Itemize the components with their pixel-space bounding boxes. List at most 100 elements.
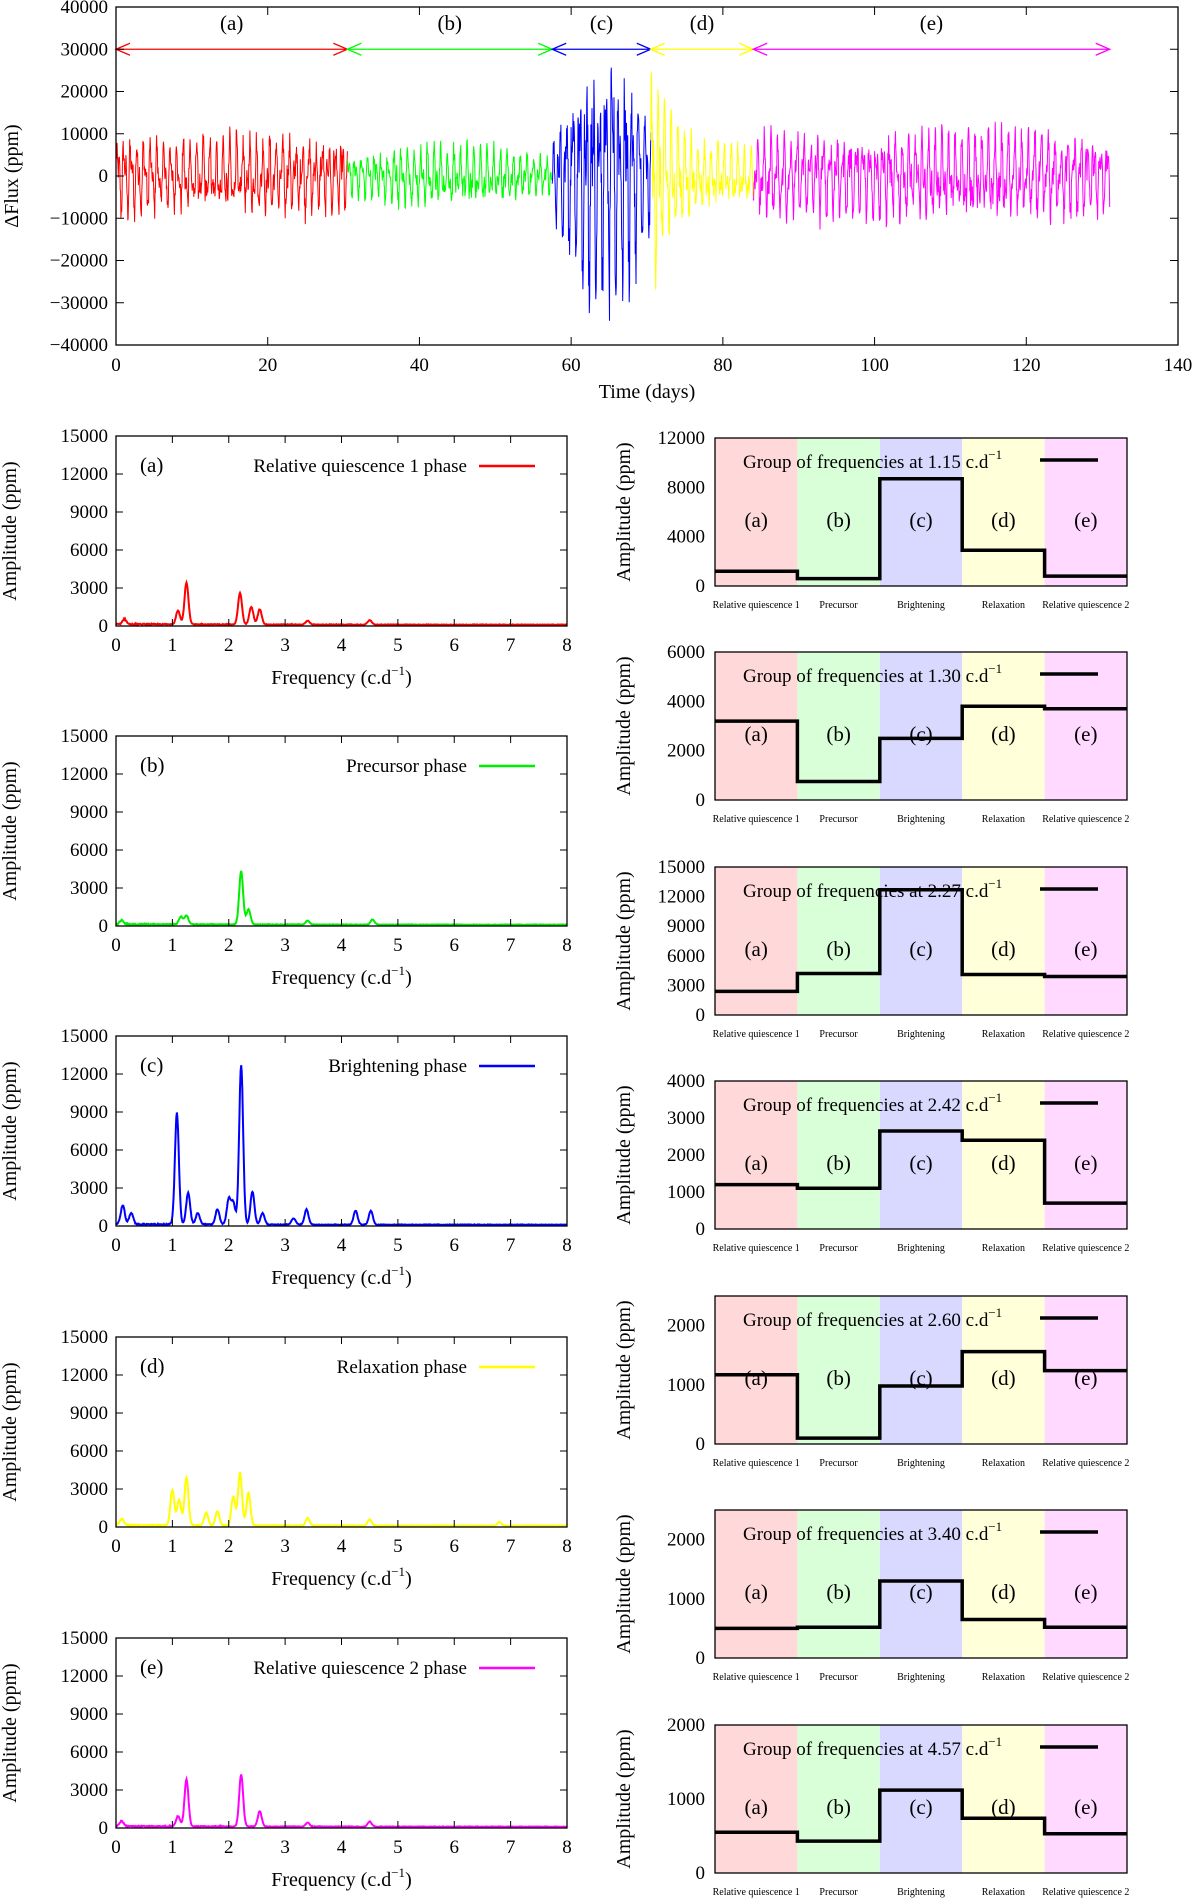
- phase-label: (c): [909, 937, 932, 961]
- phase-category-label: Brightening: [897, 814, 945, 825]
- y-tick-label: 2000: [667, 1715, 705, 1736]
- phase-band: [715, 1081, 798, 1229]
- x-tick-label: 6: [450, 1235, 460, 1256]
- x-tick-label: 3: [280, 635, 290, 656]
- phase-band: [879, 1081, 963, 1229]
- x-tick-label: 5: [393, 935, 403, 956]
- x-tick-label: 0: [111, 935, 121, 956]
- legend-label-main: Group of frequencies at 1.15 c.d: [743, 452, 989, 473]
- legend-label-main: Group of frequencies at 2.60 c.d: [743, 1310, 989, 1331]
- phase-category-label: Brightening: [897, 1029, 945, 1040]
- y-axis-label: Amplitude (ppm): [0, 1663, 21, 1802]
- phase-label: (c): [590, 11, 613, 35]
- y-tick-label: 0: [696, 1648, 706, 1669]
- step-line: [715, 1788, 1127, 1843]
- phase-band: [879, 1510, 963, 1658]
- x-tick-label: 40: [410, 355, 429, 376]
- phase-band: [797, 652, 880, 800]
- phase-label: (b): [826, 1580, 851, 1604]
- phase-label: (b): [826, 1151, 851, 1175]
- y-axis-label: Amplitude (ppm): [0, 1061, 21, 1200]
- y-tick-label: 1000: [667, 1182, 705, 1203]
- group-chart-group-2.60: (a) Relative quiescence 1 (b) Precursor (c) B…: [613, 1295, 1129, 1469]
- phase-band: [1044, 867, 1127, 1015]
- spectrum-line: [115, 1471, 568, 1528]
- spectrum-chart-c: 0 1 2 3 4 5 6 7 8 0 3000 6000 9000 12000 15000 (c) Brigh…: [0, 1026, 572, 1289]
- phase-label: (d): [991, 508, 1016, 532]
- x-tick-label: 0: [111, 1235, 121, 1256]
- phase-category-label: Brightening: [897, 1458, 945, 1469]
- group-chart-group-1.15: (a) Relative quiescence 1 (b) Precursor (c) B…: [613, 428, 1129, 611]
- phase-label: (c): [909, 722, 932, 746]
- legend-label: Group of frequencies at 1.15 c.d−1: [743, 447, 1002, 473]
- x-axis-label-main: Frequency (c.d: [271, 967, 391, 989]
- x-tick-label: 4: [337, 1235, 347, 1256]
- y-tick-label: 3000: [70, 1479, 108, 1500]
- phase-arrow-d: [649, 42, 755, 56]
- legend-label-sup: −1: [988, 1519, 1002, 1534]
- phase-category-label: Relaxation: [982, 814, 1025, 825]
- y-tick-label: 0: [99, 616, 109, 637]
- y-tick-label: 12000: [61, 1365, 109, 1386]
- legend-label: Group of frequencies at 3.40 c.d−1: [743, 1519, 1002, 1545]
- y-tick-label: 0: [99, 166, 109, 187]
- step-line: [715, 1129, 1127, 1205]
- phase-label: (a): [745, 937, 768, 961]
- phase-label: (b): [826, 722, 851, 746]
- y-axis-label: Amplitude (ppm): [613, 1514, 635, 1653]
- phase-category-label: Relative quiescence 1: [713, 1672, 800, 1683]
- phase-label: (d): [991, 937, 1016, 961]
- x-tick-label: 7: [506, 1837, 516, 1858]
- phase-label: (e): [1074, 1151, 1097, 1175]
- phase-band: [715, 1510, 798, 1658]
- legend-label: Group of frequencies at 1.30 c.d−1: [743, 661, 1002, 687]
- panel-label: (a): [140, 453, 163, 477]
- x-tick-label: 1: [168, 1837, 178, 1858]
- y-tick-label: 15000: [61, 1628, 109, 1649]
- phase-category-label: Precursor: [819, 1672, 858, 1683]
- y-tick-label: 0: [696, 1863, 706, 1884]
- x-axis-label-sup: −1: [391, 1865, 405, 1880]
- y-tick-label: 12000: [61, 1666, 109, 1687]
- y-tick-label: 0: [696, 1219, 706, 1240]
- phase-band: [715, 438, 798, 586]
- y-tick-label: 9000: [70, 1704, 108, 1725]
- x-axis-label: Time (days): [599, 381, 695, 403]
- x-tick-label: 1: [168, 1235, 178, 1256]
- legend-label-main: Group of frequencies at 2.42 c.d: [743, 1095, 989, 1116]
- spectrum-line: [115, 579, 568, 627]
- phase-category-label: Relative quiescence 2: [1042, 600, 1129, 611]
- phase-band: [962, 438, 1045, 586]
- phase-category-label: Relative quiescence 2: [1042, 1887, 1129, 1898]
- phase-label: (e): [1074, 722, 1097, 746]
- phase-category-label: Brightening: [897, 600, 945, 611]
- phase-band: [797, 867, 880, 1015]
- x-tick-label: 5: [393, 1235, 403, 1256]
- x-axis-label-sup: −1: [391, 963, 405, 978]
- phase-label: (a): [745, 722, 768, 746]
- x-tick-label: 4: [337, 1536, 347, 1557]
- y-tick-label: 40000: [61, 0, 109, 18]
- y-tick-label: 3000: [667, 1108, 705, 1129]
- x-axis-label: Frequency (c.d−1): [271, 1263, 411, 1289]
- legend-label-sup: −1: [988, 876, 1002, 891]
- phase-band: [715, 1296, 798, 1444]
- phase-band: [1044, 1725, 1127, 1873]
- y-axis-label: Amplitude (ppm): [613, 1085, 635, 1224]
- y-axis-label: Amplitude (ppm): [613, 442, 635, 581]
- light-curve-segment-a: [115, 126, 348, 225]
- x-tick-label: 6: [450, 935, 460, 956]
- x-axis-label-end: ): [405, 1267, 412, 1289]
- phase-band: [797, 438, 880, 586]
- phase-label: (d): [690, 11, 715, 35]
- light-curve-segment-e: [752, 121, 1111, 230]
- y-tick-label: 9000: [70, 1102, 108, 1123]
- y-tick-label: 3000: [70, 578, 108, 599]
- x-tick-label: 5: [393, 1536, 403, 1557]
- light-curve-segment-c: [551, 67, 652, 321]
- phase-category-label: Relaxation: [982, 1458, 1025, 1469]
- phase-label: (a): [745, 1366, 768, 1390]
- legend-label: Precursor phase: [346, 756, 467, 777]
- legend-label: Group of frequencies at 2.60 c.d−1: [743, 1305, 1002, 1331]
- phase-label: (c): [909, 1580, 932, 1604]
